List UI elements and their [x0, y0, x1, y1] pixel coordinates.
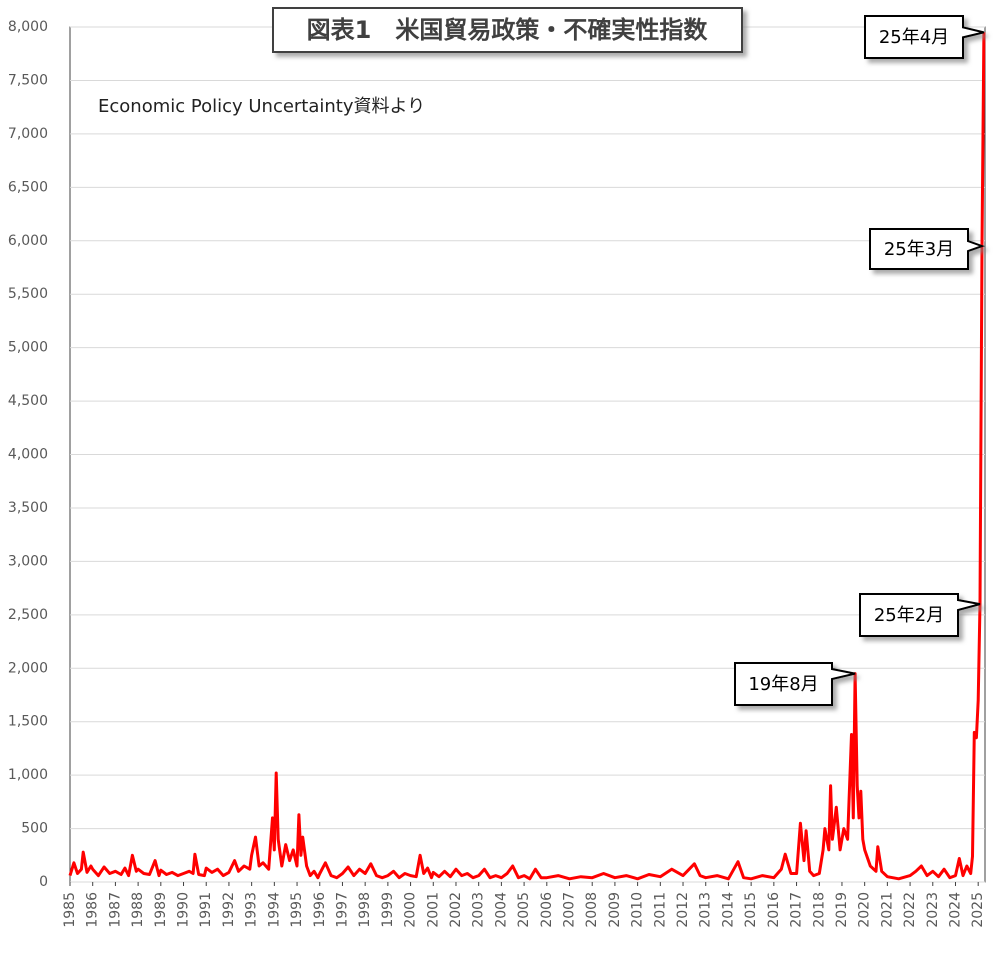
- x-tick-label: 1993: [244, 892, 260, 928]
- y-tick-label: 3,000: [8, 553, 48, 569]
- x-tick-label: 2020: [857, 892, 873, 928]
- callout-label: 19年8月: [748, 674, 818, 695]
- callout-label: 25年4月: [879, 27, 949, 48]
- x-tick-label: 2018: [811, 892, 827, 928]
- x-tick-label: 2006: [539, 892, 555, 928]
- x-tick-label: 2004: [493, 892, 509, 928]
- y-tick-label: 4,500: [8, 393, 48, 409]
- x-tick-label: 2011: [652, 892, 668, 928]
- x-tick-label: 1991: [198, 892, 214, 928]
- x-tick-label: 1992: [221, 892, 237, 928]
- x-tick-label: 2015: [743, 892, 759, 928]
- subtitle: Economic Policy Uncertainty資料より: [98, 96, 425, 117]
- callout-box: [859, 593, 981, 637]
- x-tick-label: 1986: [85, 892, 101, 928]
- x-tick-label: 2002: [448, 892, 464, 928]
- y-tick-label: 2,500: [8, 607, 48, 623]
- y-tick-label: 1,000: [8, 767, 48, 783]
- x-tick-label: 1995: [289, 892, 305, 928]
- x-tick-label: 1985: [62, 892, 78, 928]
- x-tick-label: 2007: [562, 892, 578, 928]
- x-tick-label: 1987: [107, 892, 123, 928]
- y-tick-label: 5,500: [8, 286, 48, 302]
- x-tick-label: 2013: [698, 892, 714, 928]
- x-tick-label: 2014: [720, 892, 736, 928]
- y-tick-label: 3,500: [8, 500, 48, 516]
- y-tick-label: 6,500: [8, 179, 48, 195]
- data-line: [68, 32, 986, 881]
- x-tick-label: 2024: [947, 892, 963, 928]
- x-tick-label: 2012: [675, 892, 691, 928]
- callout-label: 25年3月: [884, 239, 954, 260]
- x-tick-label: 1988: [130, 892, 146, 928]
- y-tick-label: 0: [39, 874, 48, 890]
- x-tick-label: 1996: [312, 892, 328, 928]
- x-tick-label: 2008: [584, 892, 600, 928]
- x-tick-label: 2023: [925, 892, 941, 928]
- x-tick-label: 1997: [334, 892, 350, 928]
- x-tick-label: 2025: [970, 892, 986, 928]
- x-tick-label: 2001: [425, 892, 441, 928]
- chart-title: 図表1 米国貿易政策・不確実性指数: [307, 16, 709, 44]
- x-tick-label: 1989: [153, 892, 169, 928]
- x-tick-label: 2017: [789, 892, 805, 928]
- x-tick-label: 2021: [879, 892, 895, 928]
- x-tick-label: 2009: [607, 892, 623, 928]
- y-tick-label: 7,500: [8, 72, 48, 88]
- x-tick-label: 2005: [516, 892, 532, 928]
- y-tick-label: 1,500: [8, 714, 48, 730]
- y-tick-label: 5,000: [8, 340, 48, 356]
- callout-box: [869, 228, 986, 270]
- x-tick-label: 2019: [834, 892, 850, 928]
- marks: [68, 32, 986, 881]
- y-tick-label: 8,000: [8, 19, 48, 35]
- x-tick-label: 2010: [630, 892, 646, 928]
- callout-box: [864, 15, 985, 59]
- x-tick-label: 1998: [357, 892, 373, 928]
- x-tick-label: 2003: [471, 892, 487, 928]
- y-tick-label: 2,000: [8, 660, 48, 676]
- x-tick-label: 2022: [902, 892, 918, 928]
- y-tick-label: 4,000: [8, 447, 48, 463]
- y-tick-label: 6,000: [8, 233, 48, 249]
- callout-label: 25年2月: [874, 605, 944, 626]
- x-tick-label: 1990: [176, 892, 192, 928]
- y-tick-label: 7,000: [8, 126, 48, 142]
- x-tick-label: 1999: [380, 892, 396, 928]
- callout-box: [734, 662, 856, 706]
- title-box: [272, 7, 743, 53]
- y-tick-label: 500: [21, 821, 48, 837]
- grid: [69, 26, 985, 886]
- x-tick-label: 2000: [403, 892, 419, 928]
- x-tick-label: 2016: [766, 892, 782, 928]
- x-tick-label: 1994: [266, 892, 282, 928]
